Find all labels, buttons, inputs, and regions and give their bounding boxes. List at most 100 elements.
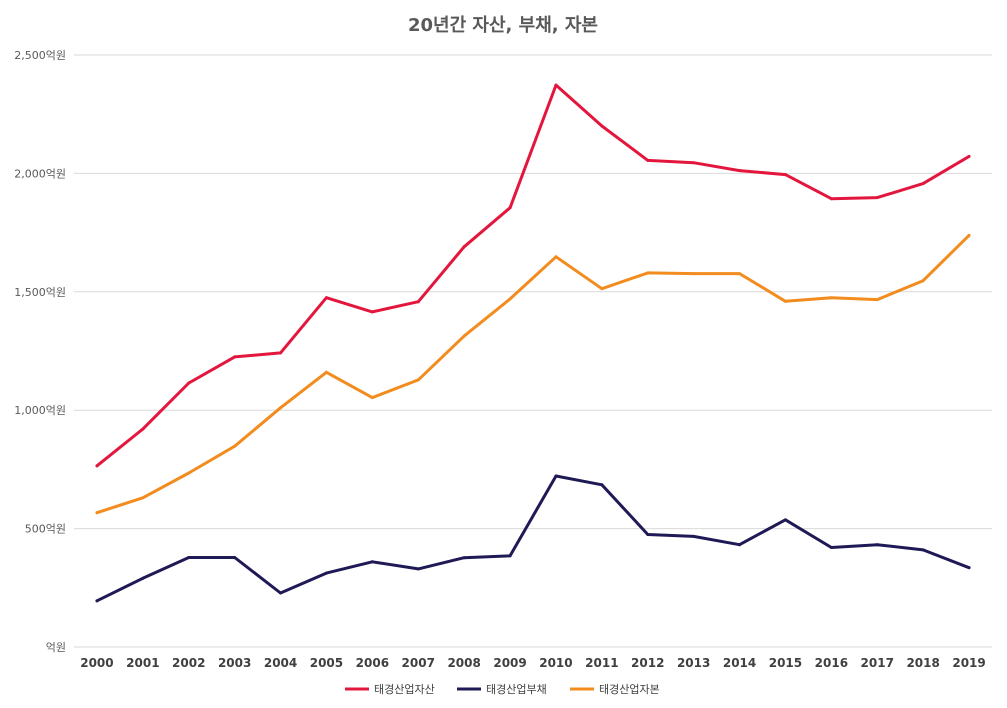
data-point [508,554,512,558]
data-point [462,334,466,338]
data-point [370,560,374,564]
data-point [921,182,925,186]
x-tick-label: 2016 [815,656,848,670]
data-point [600,124,604,128]
x-tick-label: 2012 [631,656,664,670]
data-point [875,196,879,200]
data-point [508,206,512,210]
data-point [141,427,145,431]
data-point [967,154,971,158]
data-point [508,297,512,301]
data-point [692,272,696,276]
data-point [95,511,99,515]
x-tick-label: 2007 [402,656,435,670]
x-tick-label: 2004 [264,656,297,670]
data-point [187,471,191,475]
data-point [416,567,420,571]
data-point [783,299,787,303]
data-point [233,444,237,448]
y-tick-label: 2,500억원 [14,49,66,62]
x-tick-label: 2003 [218,656,251,670]
x-tick-label: 2005 [310,656,343,670]
data-point [233,555,237,559]
x-tick-label: 2000 [80,656,113,670]
x-tick-label: 2014 [723,656,756,670]
data-point [370,396,374,400]
legend-item: 태경산업자본 [570,683,660,696]
data-point [875,298,879,302]
legend-label: 태경산업부채 [486,683,547,696]
data-point [692,534,696,538]
data-point [738,169,742,173]
data-point [554,255,558,259]
x-tick-label: 2015 [769,656,802,670]
chart-title: 20년간 자산, 부채, 자본 [408,15,598,36]
legend-item: 태경산업자산 [345,683,435,696]
x-tick-label: 2008 [447,656,480,670]
data-point [829,197,833,201]
data-point [554,83,558,87]
data-point [967,233,971,237]
data-point [462,556,466,560]
data-point [829,296,833,300]
data-point [646,533,650,537]
x-tick-label: 2006 [356,656,389,670]
series-group [95,474,971,603]
series-line [95,474,971,603]
data-point [187,555,191,559]
data-point [462,245,466,249]
data-point [738,543,742,547]
gridlines [74,54,992,648]
data-point [141,496,145,500]
data-point [829,546,833,550]
y-tick-label: 1,000억원 [14,404,66,417]
data-point [187,381,191,385]
data-point [875,543,879,547]
data-point [279,406,283,410]
data-point [738,272,742,276]
x-tick-label: 2013 [677,656,710,670]
series-lines [95,83,971,603]
data-point [416,378,420,382]
data-point [600,483,604,487]
data-point [324,370,328,374]
data-point [921,279,925,283]
data-point [783,173,787,177]
data-point [324,571,328,575]
legend-label: 태경산업자본 [599,683,660,696]
data-point [692,161,696,165]
data-point [95,464,99,468]
data-point [554,474,558,478]
x-tick-label: 2009 [493,656,526,670]
x-tick-label: 2019 [952,656,985,670]
data-point [279,591,283,595]
data-point [233,355,237,359]
y-tick-label: 1,500억원 [14,286,66,299]
y-tick-label: 2,000억원 [14,167,66,180]
x-tick-label: 2017 [861,656,894,670]
data-point [416,300,420,304]
series-group [95,83,971,468]
x-tick-label: 2001 [126,656,159,670]
legend-item: 태경산업부채 [457,683,547,696]
data-point [141,576,145,580]
legend: 태경산업자산 태경산업부채 태경산업자본 [345,683,660,696]
y-axis-ticks: 억원 500억원 1,000억원 1,500억원 2,000억원 2,500억원 [14,49,66,654]
data-point [646,158,650,162]
data-point [279,351,283,355]
series-line [95,233,971,515]
data-point [783,518,787,522]
x-axis-ticks: 2000 2001 2002 2003 2004 2005 2006 2007 2008 2009… [80,656,986,670]
data-point [921,548,925,552]
legend-label: 태경산업자산 [374,683,435,696]
y-tick-label: 500억원 [25,523,66,536]
data-point [370,310,374,314]
data-point [600,287,604,291]
data-point [967,566,971,570]
series-group [95,233,971,515]
data-point [95,599,99,603]
y-tick-label: 억원 [46,641,66,654]
series-line [95,83,971,468]
